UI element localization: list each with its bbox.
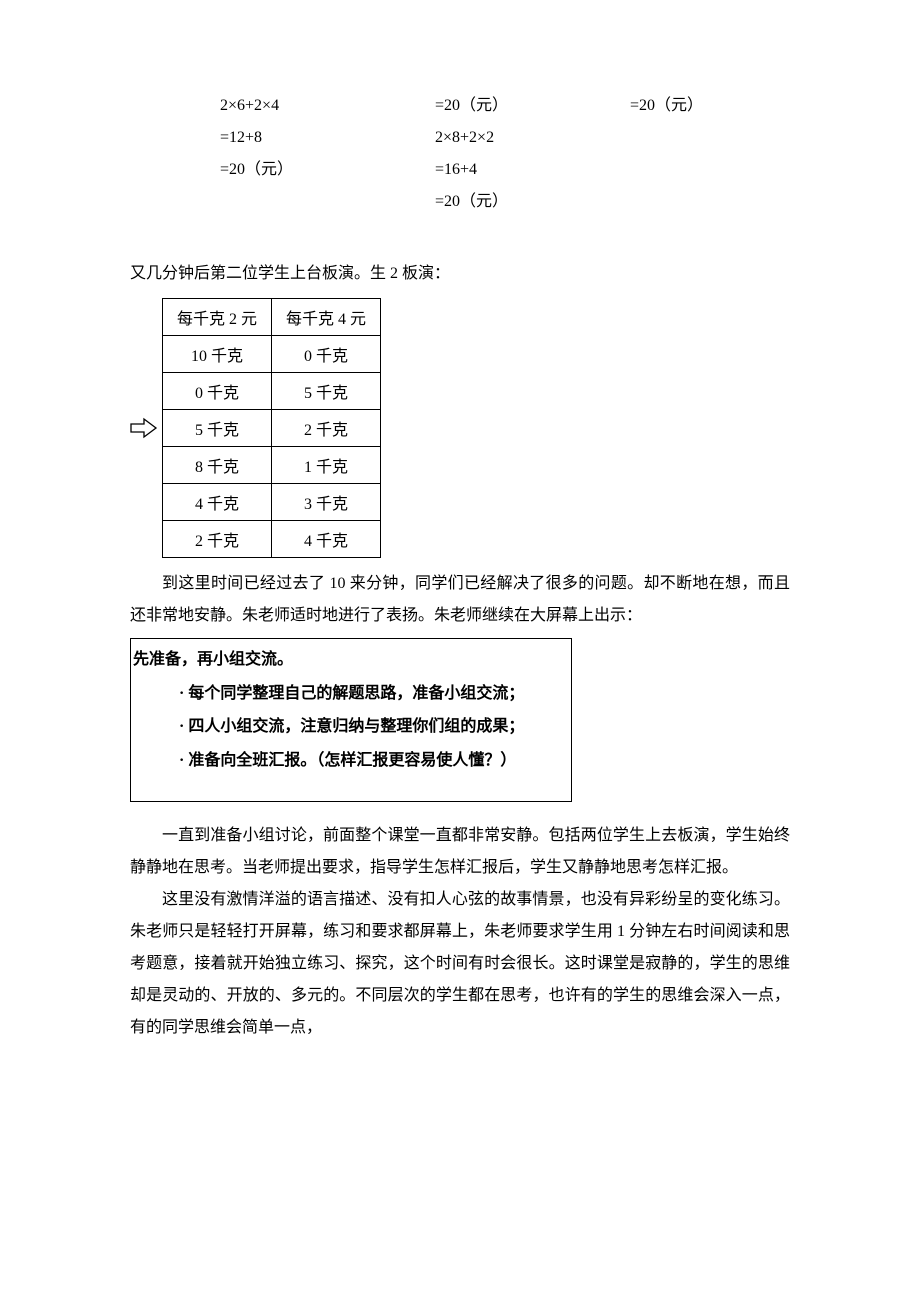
- table-cell: 2 千克: [163, 521, 272, 558]
- table-header-cell: 每千克 2 元: [163, 299, 272, 336]
- eq-line: 2×6+2×4: [220, 90, 435, 122]
- paragraph-body-1: 一直到准备小组讨论，前面整个课堂一直都非常安静。包括两位学生上去板演，学生始终静…: [130, 820, 790, 884]
- table-cell: 8 千克: [163, 447, 272, 484]
- table-row: 4 千克 3 千克: [163, 484, 381, 521]
- equation-block: 2×6+2×4 =12+8 =20（元） =20（元） 2×8+2×2 =16+…: [220, 90, 790, 218]
- eq-line: =20（元）: [220, 154, 435, 186]
- table-header-cell: 每千克 4 元: [272, 299, 381, 336]
- table-cell: 5 千克: [272, 373, 381, 410]
- table-cell: 0 千克: [163, 373, 272, 410]
- table-cell: 10 千克: [163, 336, 272, 373]
- table-header-row: 每千克 2 元 每千克 4 元: [163, 299, 381, 336]
- equation-column-3: =20（元）: [630, 90, 770, 218]
- callout-item: · 准备向全班汇报。（怎样汇报更容易使人懂？）: [131, 744, 571, 778]
- paragraph-after-table: 到这里时间已经过去了 10 来分钟，同学们已经解决了很多的问题。却不断地在想，而…: [130, 568, 790, 632]
- table-row: 10 千克 0 千克: [163, 336, 381, 373]
- eq-line: =20（元）: [435, 186, 630, 218]
- table-cell: 0 千克: [272, 336, 381, 373]
- right-arrow-icon: [130, 417, 158, 439]
- callout-title: 先准备，再小组交流。: [131, 643, 571, 677]
- table-row: 2 千克 4 千克: [163, 521, 381, 558]
- paragraph-intro-table: 又几分钟后第二位学生上台板演。生 2 板演：: [130, 258, 790, 290]
- eq-line: 2×8+2×2: [435, 122, 630, 154]
- eq-line: =20（元）: [630, 90, 770, 122]
- instruction-callout: 先准备，再小组交流。 · 每个同学整理自己的解题思路，准备小组交流； · 四人小…: [130, 638, 572, 802]
- table-cell: 4 千克: [272, 521, 381, 558]
- document-page: 2×6+2×4 =12+8 =20（元） =20（元） 2×8+2×2 =16+…: [0, 0, 920, 1104]
- callout-item: · 每个同学整理自己的解题思路，准备小组交流；: [131, 677, 571, 711]
- equation-column-1: 2×6+2×4 =12+8 =20（元）: [220, 90, 435, 218]
- table-row: 8 千克 1 千克: [163, 447, 381, 484]
- table-cell: 2 千克: [272, 410, 381, 447]
- weight-price-table: 每千克 2 元 每千克 4 元 10 千克 0 千克 0 千克 5 千克 5 千…: [162, 298, 381, 558]
- table-row: 5 千克 2 千克: [163, 410, 381, 447]
- eq-line: =16+4: [435, 154, 630, 186]
- table-cell: 3 千克: [272, 484, 381, 521]
- equation-column-2: =20（元） 2×8+2×2 =16+4 =20（元）: [435, 90, 630, 218]
- table-with-arrow: 每千克 2 元 每千克 4 元 10 千克 0 千克 0 千克 5 千克 5 千…: [130, 298, 790, 558]
- callout-item: · 四人小组交流，注意归纳与整理你们组的成果；: [131, 710, 571, 744]
- eq-line: =12+8: [220, 122, 435, 154]
- table-cell: 4 千克: [163, 484, 272, 521]
- table-cell: 5 千克: [163, 410, 272, 447]
- table-cell: 1 千克: [272, 447, 381, 484]
- table-row: 0 千克 5 千克: [163, 373, 381, 410]
- eq-line: =20（元）: [435, 90, 630, 122]
- paragraph-body-2: 这里没有激情洋溢的语言描述、没有扣人心弦的故事情景，也没有异彩纷呈的变化练习。朱…: [130, 884, 790, 1044]
